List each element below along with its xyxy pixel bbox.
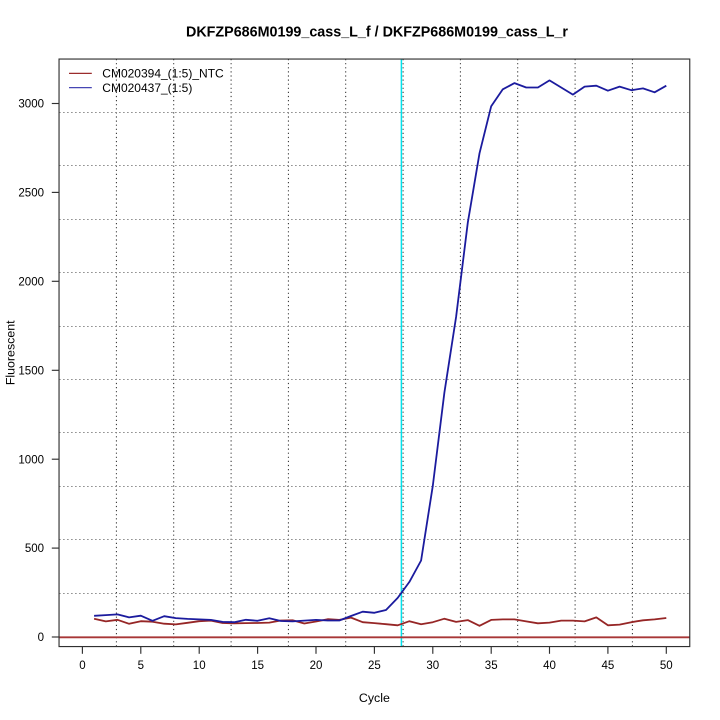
svg-text:20: 20 (310, 660, 323, 672)
svg-text:1000: 1000 (18, 454, 44, 466)
svg-text:CM020394_(1:5)_NTC: CM020394_(1:5)_NTC (102, 67, 224, 81)
svg-text:2000: 2000 (18, 276, 44, 288)
svg-text:500: 500 (25, 543, 44, 555)
svg-text:45: 45 (602, 660, 615, 672)
svg-text:Cycle: Cycle (359, 691, 390, 705)
svg-text:10: 10 (193, 660, 206, 672)
svg-text:5: 5 (138, 660, 144, 672)
svg-text:30: 30 (426, 660, 439, 672)
svg-text:Fluorescent: Fluorescent (4, 320, 18, 385)
svg-text:25: 25 (368, 660, 381, 672)
svg-text:1500: 1500 (18, 365, 44, 377)
svg-text:40: 40 (543, 660, 556, 672)
svg-text:15: 15 (251, 660, 264, 672)
svg-text:DKFZP686M0199_cass_L_f / DKFZP: DKFZP686M0199_cass_L_f / DKFZP686M0199_c… (186, 25, 568, 41)
svg-text:0: 0 (79, 660, 85, 672)
svg-text:2500: 2500 (18, 188, 44, 200)
svg-text:50: 50 (660, 660, 673, 672)
svg-text:0: 0 (38, 632, 44, 644)
svg-text:35: 35 (485, 660, 498, 672)
svg-text:CM020437_(1:5): CM020437_(1:5) (102, 81, 192, 95)
svg-text:3000: 3000 (18, 99, 44, 111)
